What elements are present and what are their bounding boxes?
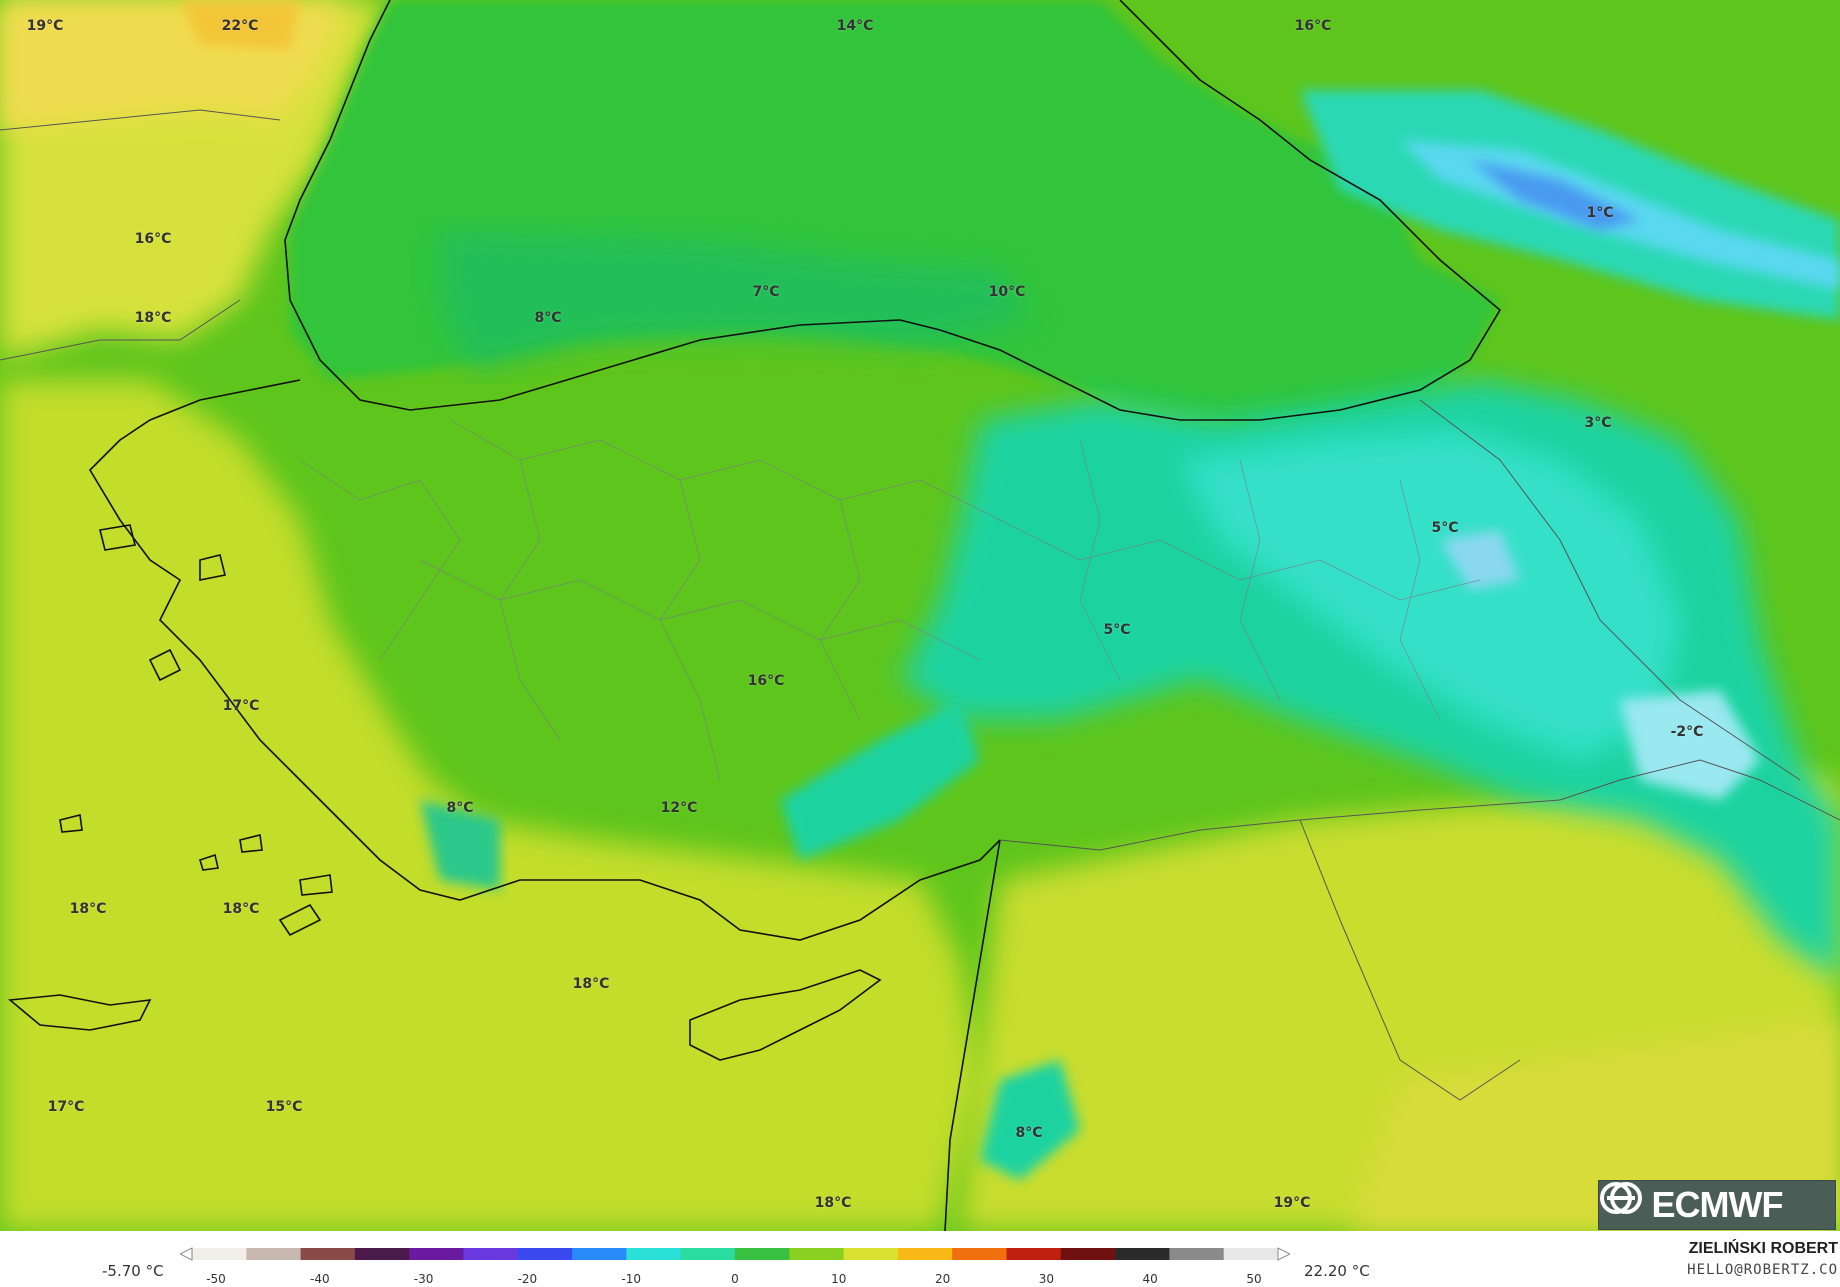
color-scale-segment bbox=[192, 1248, 247, 1260]
temperature-label: 1°C bbox=[1586, 205, 1614, 221]
color-scale-tick-label: -20 bbox=[517, 1272, 538, 1286]
color-scale-segment bbox=[897, 1248, 953, 1260]
temperature-label: 22°C bbox=[221, 18, 259, 34]
color-scale-bar bbox=[180, 1247, 1290, 1261]
temperature-label: 5°C bbox=[1431, 520, 1459, 536]
color-scale-segment bbox=[246, 1248, 302, 1260]
color-scale-arrow bbox=[180, 1247, 193, 1261]
temperature-label: 12°C bbox=[660, 800, 698, 816]
temperature-label: 3°C bbox=[1584, 415, 1612, 431]
author-email: HELLO@ROBERTZ.CO bbox=[1687, 1262, 1838, 1278]
color-scale-tick-label: -10 bbox=[621, 1272, 641, 1286]
ecmwf-logo-icon bbox=[1600, 1182, 1642, 1214]
temperature-label: 8°C bbox=[1015, 1125, 1043, 1141]
ecmwf-logo: ECMWF bbox=[1598, 1180, 1836, 1230]
color-scale-segment bbox=[626, 1248, 682, 1260]
temperature-label: 17°C bbox=[222, 698, 260, 714]
temperature-label: 7°C bbox=[752, 284, 780, 300]
color-scale-segment bbox=[1060, 1248, 1116, 1260]
temperature-label: 5°C bbox=[1103, 622, 1131, 638]
temperature-label: 16°C bbox=[1294, 18, 1332, 34]
coastline-layer bbox=[0, 0, 1840, 1231]
color-scale-tick-label: -30 bbox=[413, 1272, 434, 1286]
color-scale-tick-label: -40 bbox=[309, 1272, 330, 1286]
temperature-label: 18°C bbox=[222, 901, 260, 917]
color-scale-segment bbox=[572, 1248, 627, 1260]
legend-min-value: -5.70 °C bbox=[102, 1262, 164, 1280]
color-scale-tick-label: 20 bbox=[934, 1272, 951, 1286]
color-scale-segment bbox=[1223, 1248, 1279, 1260]
color-scale-segment bbox=[843, 1248, 899, 1260]
color-scale-segment bbox=[680, 1248, 736, 1260]
temperature-label: 17°C bbox=[47, 1099, 85, 1115]
temperature-label: 10°C bbox=[988, 284, 1026, 300]
color-scale-segment bbox=[517, 1248, 573, 1260]
ecmwf-logo-text: ECMWF bbox=[1651, 1184, 1784, 1225]
temperature-label: 19°C bbox=[26, 18, 64, 34]
color-scale-segment bbox=[1006, 1248, 1062, 1260]
color-scale-segment bbox=[409, 1248, 464, 1260]
color-scale-tick-label: 40 bbox=[1142, 1272, 1158, 1286]
temperature-label: 18°C bbox=[69, 901, 107, 917]
color-scale-arrow bbox=[1277, 1247, 1290, 1261]
temperature-label: 16°C bbox=[134, 231, 172, 247]
map-fill-layer bbox=[0, 0, 1840, 1231]
temperature-label: -2°C bbox=[1670, 724, 1704, 740]
temperature-label: 15°C bbox=[265, 1099, 303, 1115]
temperature-label: 8°C bbox=[534, 310, 562, 326]
color-scale-tick-label: -50 bbox=[206, 1272, 226, 1286]
color-scale-segment bbox=[789, 1248, 845, 1260]
author-name: ZIELIŃSKI ROBERT bbox=[1688, 1240, 1838, 1257]
color-scale-segment bbox=[354, 1248, 410, 1260]
temperature-label: 18°C bbox=[134, 310, 172, 326]
color-scale-tick-label: 10 bbox=[831, 1272, 847, 1286]
temperature-map: 19°C 22°C 14°C 16°C 16°C 18°C 1°C 7°C 8°… bbox=[0, 0, 1840, 1231]
color-scale-segment bbox=[952, 1248, 1007, 1260]
color-scale-tick-label: 30 bbox=[1038, 1272, 1055, 1286]
color-scale-segment bbox=[735, 1248, 790, 1260]
color-scale-tick-label: 50 bbox=[1246, 1272, 1262, 1286]
color-scale-segment bbox=[463, 1248, 519, 1260]
temperature-label: 8°C bbox=[446, 800, 474, 816]
color-scale-segment bbox=[1169, 1248, 1225, 1260]
temperature-label: 14°C bbox=[836, 18, 874, 34]
temperature-label: 18°C bbox=[814, 1195, 852, 1211]
color-scale-segment bbox=[300, 1248, 356, 1260]
temperature-label: 18°C bbox=[572, 976, 610, 992]
legend-max-value: 22.20 °C bbox=[1304, 1262, 1370, 1280]
temperature-label: 16°C bbox=[747, 673, 785, 689]
color-scale-tick-label: 0 bbox=[731, 1272, 739, 1286]
color-scale-segment bbox=[1115, 1248, 1170, 1260]
temperature-label: 19°C bbox=[1273, 1195, 1311, 1211]
